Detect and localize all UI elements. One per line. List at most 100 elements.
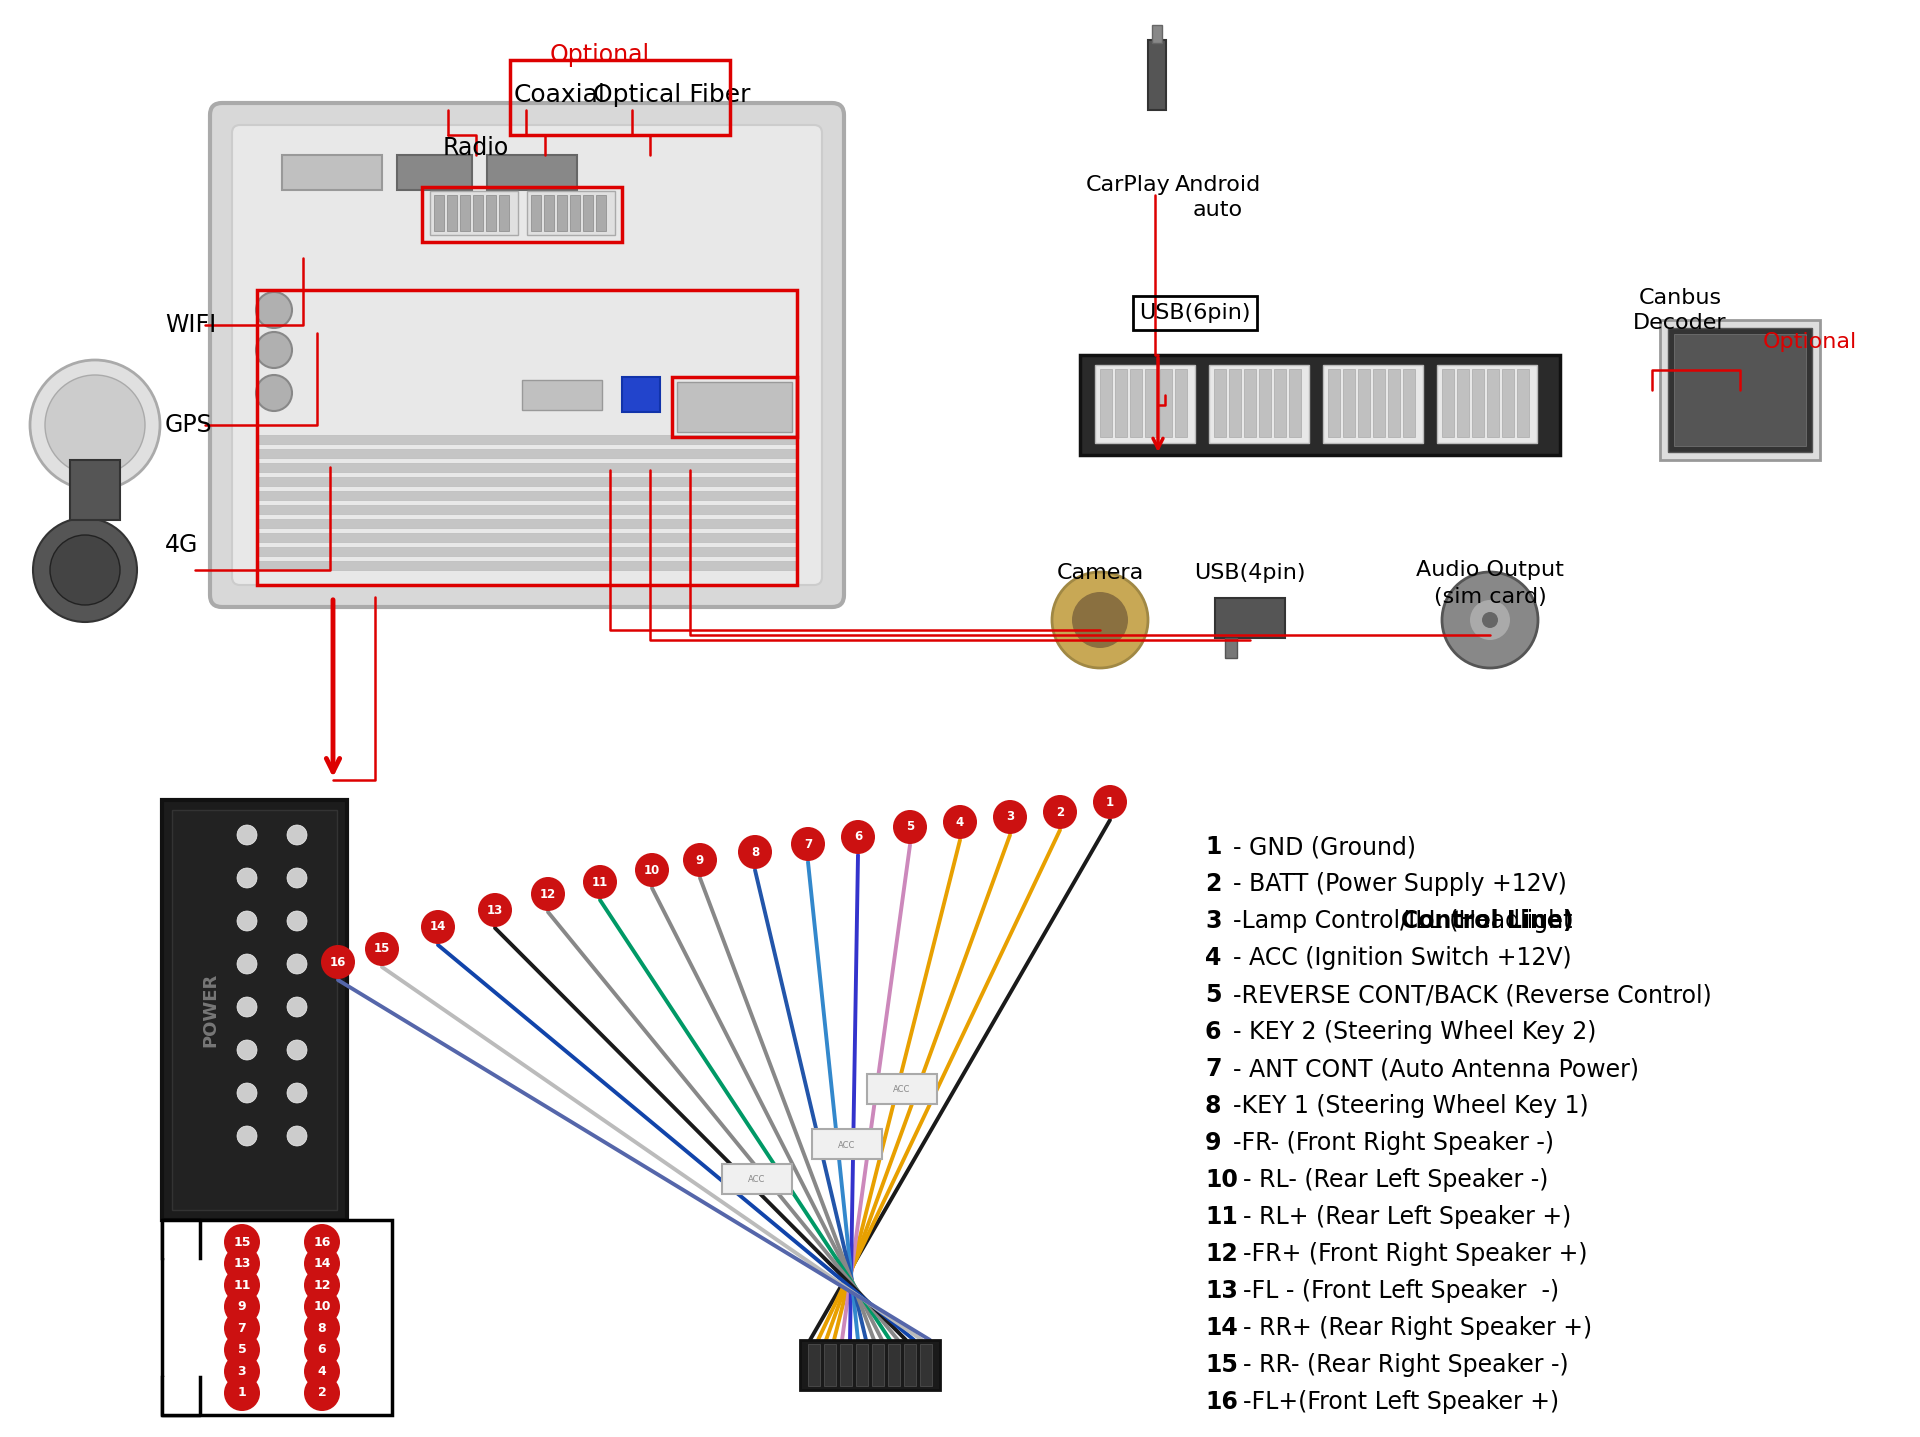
Bar <box>1442 369 1453 437</box>
Text: - KEY 2 (Steering Wheel Key 2): - KEY 2 (Steering Wheel Key 2) <box>1233 1020 1596 1045</box>
Bar <box>526 191 614 236</box>
Circle shape <box>841 821 876 854</box>
Bar <box>1229 369 1240 437</box>
Text: 1: 1 <box>1206 835 1221 859</box>
Circle shape <box>255 375 292 411</box>
Circle shape <box>286 825 307 845</box>
Bar <box>1148 40 1165 111</box>
Text: 12: 12 <box>540 888 557 901</box>
Bar <box>461 195 470 231</box>
Bar <box>1225 638 1236 658</box>
Text: 11: 11 <box>232 1279 252 1292</box>
Circle shape <box>1092 785 1127 819</box>
Bar <box>257 547 797 556</box>
Bar <box>1210 365 1309 443</box>
Circle shape <box>584 865 616 900</box>
Text: Canbus: Canbus <box>1638 287 1722 308</box>
Text: 4: 4 <box>317 1365 326 1378</box>
Bar <box>1674 333 1807 445</box>
Text: - RL- (Rear Left Speaker -): - RL- (Rear Left Speaker -) <box>1242 1168 1548 1193</box>
Circle shape <box>236 1040 257 1061</box>
Text: -FL+(Front Left Speaker +): -FL+(Front Left Speaker +) <box>1242 1390 1559 1414</box>
Text: USB(6pin): USB(6pin) <box>1139 303 1250 323</box>
Text: 15: 15 <box>374 943 390 956</box>
Text: 1: 1 <box>1106 796 1114 809</box>
Circle shape <box>286 911 307 931</box>
Text: Coaxial: Coaxial <box>515 83 607 106</box>
Bar <box>1275 369 1286 437</box>
Text: 6: 6 <box>317 1344 326 1357</box>
Text: 5: 5 <box>238 1344 246 1357</box>
Bar <box>543 195 555 231</box>
Circle shape <box>791 828 826 861</box>
Bar <box>1373 369 1384 437</box>
Text: USB(4pin): USB(4pin) <box>1194 563 1306 583</box>
Bar <box>434 195 444 231</box>
Text: -REVERSE CONT/BACK (Reverse Control): -REVERSE CONT/BACK (Reverse Control) <box>1233 983 1713 1007</box>
Circle shape <box>236 911 257 931</box>
Circle shape <box>1052 572 1148 668</box>
Text: 10: 10 <box>1206 1168 1238 1193</box>
Circle shape <box>44 375 146 476</box>
Bar <box>812 1129 881 1160</box>
Text: 7: 7 <box>1206 1058 1221 1081</box>
Circle shape <box>225 1246 259 1282</box>
Bar <box>1357 369 1371 437</box>
Text: -FR+ (Front Right Speaker +): -FR+ (Front Right Speaker +) <box>1242 1242 1588 1266</box>
Text: ACC: ACC <box>749 1175 766 1184</box>
Circle shape <box>1482 612 1498 628</box>
Text: 9: 9 <box>238 1300 246 1313</box>
Circle shape <box>478 892 513 927</box>
Bar <box>557 195 566 231</box>
Bar <box>808 1344 820 1387</box>
Bar <box>1160 369 1171 437</box>
Text: 3: 3 <box>1006 810 1014 823</box>
Text: 6: 6 <box>854 831 862 844</box>
Bar <box>1501 369 1515 437</box>
Bar <box>472 195 484 231</box>
Circle shape <box>225 1289 259 1325</box>
Bar <box>161 1220 392 1415</box>
Text: 16: 16 <box>1206 1390 1238 1414</box>
Bar <box>488 155 578 190</box>
Bar <box>920 1344 931 1387</box>
Bar <box>1213 369 1227 437</box>
Text: Optional: Optional <box>549 43 651 68</box>
Bar <box>856 1344 868 1387</box>
Text: 4G: 4G <box>165 533 198 558</box>
Circle shape <box>225 1354 259 1390</box>
Text: 11: 11 <box>591 875 609 888</box>
Circle shape <box>225 1267 259 1303</box>
Text: 8: 8 <box>317 1322 326 1335</box>
Circle shape <box>893 810 927 844</box>
Text: 5: 5 <box>906 821 914 833</box>
Bar <box>1323 365 1423 443</box>
Bar <box>173 810 338 1210</box>
Circle shape <box>255 332 292 368</box>
Bar <box>1457 369 1469 437</box>
Text: WIFI: WIFI <box>165 313 217 338</box>
Text: 7: 7 <box>238 1322 246 1335</box>
Text: 8: 8 <box>751 845 758 858</box>
Circle shape <box>993 800 1027 833</box>
Text: 7: 7 <box>804 838 812 851</box>
Bar <box>887 1344 900 1387</box>
Text: Optical Fiber: Optical Fiber <box>593 83 751 106</box>
FancyBboxPatch shape <box>209 103 845 606</box>
Bar <box>532 195 541 231</box>
Text: - RL+ (Rear Left Speaker +): - RL+ (Rear Left Speaker +) <box>1242 1206 1571 1229</box>
Text: -KEY 1 (Steering Wheel Key 1): -KEY 1 (Steering Wheel Key 1) <box>1233 1094 1588 1118</box>
Text: Control Line): Control Line) <box>1402 910 1574 933</box>
Text: 16: 16 <box>313 1236 330 1249</box>
Bar <box>486 195 495 231</box>
Text: - BATT (Power Supply +12V): - BATT (Power Supply +12V) <box>1233 872 1567 897</box>
Circle shape <box>225 1311 259 1346</box>
Bar <box>824 1344 835 1387</box>
Text: 1: 1 <box>238 1387 246 1400</box>
Bar <box>1473 369 1484 437</box>
Bar <box>499 195 509 231</box>
Bar <box>1388 369 1400 437</box>
Circle shape <box>532 877 564 911</box>
Text: 8: 8 <box>1206 1094 1221 1118</box>
Text: auto: auto <box>1192 200 1242 220</box>
